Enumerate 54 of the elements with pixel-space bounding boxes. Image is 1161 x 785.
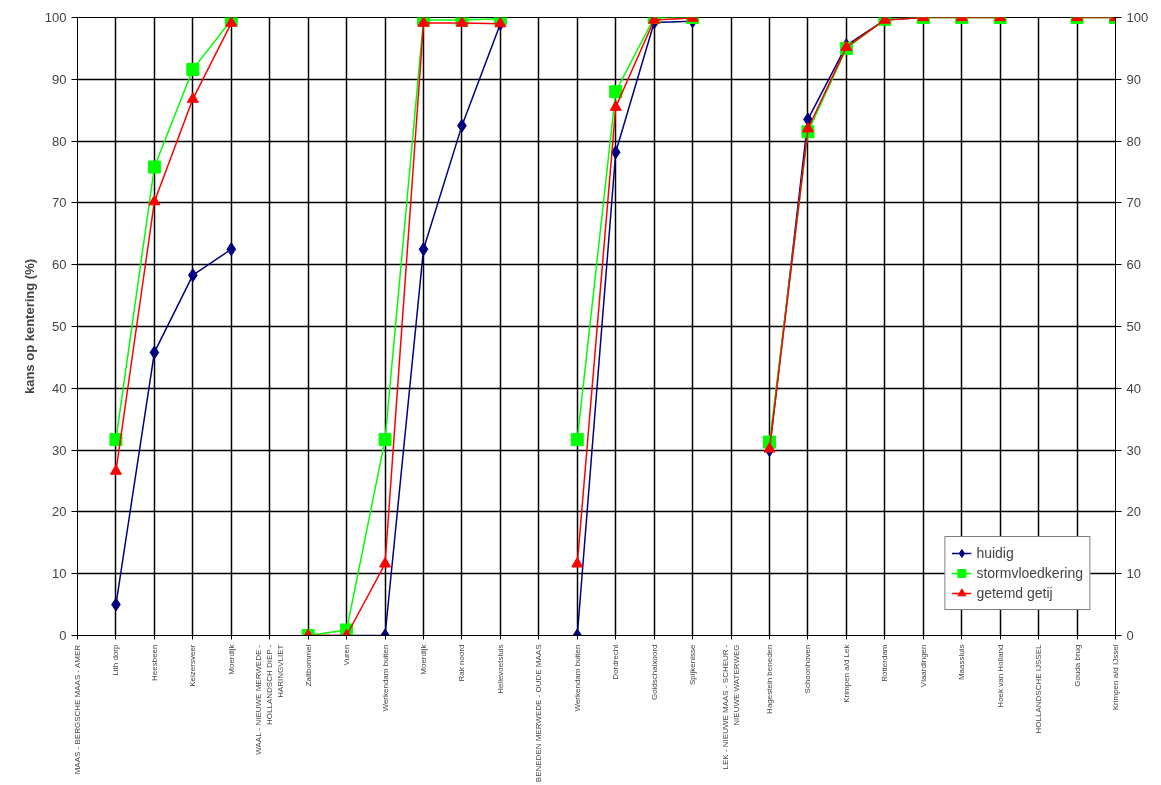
x-tick-label: Rotterdam	[880, 644, 890, 682]
x-tick-label: WAAL - NIEUWE MERWEDE - HOLLANDSCH DIEP - HARINGVLIET	[254, 644, 286, 755]
y2-tick-label: 50	[1126, 319, 1141, 334]
x-tick-label: Zaltbommel	[303, 644, 313, 687]
y-tick-label: 30	[52, 442, 67, 458]
x-tick-label: Spijkenisse	[688, 643, 698, 685]
legend-label: stormvloedkering	[976, 565, 1083, 581]
y-tick-label: 0	[59, 628, 67, 643]
x-tick-label: Moerdijk	[419, 643, 428, 675]
x-tick-label: Krimpen a/d IJssel	[1111, 644, 1120, 711]
legend-label: huidig	[976, 545, 1014, 561]
y2-tick-label: 40	[1126, 380, 1141, 396]
x-tick-label: Hoek van Holland	[995, 644, 1005, 708]
x-tick-label: LEK - NIEUWE MAAS - SCHEUR - NIEUWE WATERWEG	[721, 644, 741, 770]
x-tick-label: Hagestein beneden	[765, 644, 774, 714]
y-tick-label: 60	[52, 257, 67, 273]
x-tick-label: Vlaardingen	[918, 644, 928, 688]
x-tick-label: Vuren	[342, 644, 352, 666]
y2-tick-label: 10	[1126, 566, 1141, 582]
x-tick-label: Dordrecht	[611, 643, 621, 680]
x-tick-label: BENEDEN MERWEDE - OUDE MAAS	[534, 644, 544, 783]
x-tick-label: Goidschalxoord	[649, 644, 659, 701]
y-tick-label: 50	[52, 319, 67, 334]
x-tick-label: Keizersveer	[188, 644, 198, 687]
y-tick-label: 10	[52, 566, 67, 582]
x-tick-label: Heesbeen	[149, 644, 159, 681]
x-tick-label: Maassluis	[957, 644, 967, 681]
y-tick-label: 100	[44, 10, 67, 25]
y-tick-label: 20	[52, 504, 67, 520]
x-tick-label: Werkendam buiten	[572, 644, 582, 712]
y-tick-label: 70	[52, 195, 67, 211]
x-tick-label: Hellevoetsluis	[495, 644, 505, 694]
y2-tick-label: 0	[1126, 628, 1134, 643]
y-tick-label: 90	[52, 71, 67, 87]
y2-tick-label: 80	[1126, 133, 1141, 149]
x-tick-label: Schoonhoven	[803, 644, 813, 694]
y2-tick-label: 90	[1126, 71, 1141, 87]
x-tick-label: Moerdijk	[226, 643, 236, 675]
y-tick-label: 40	[52, 380, 67, 396]
y2-tick-label: 70	[1126, 195, 1141, 211]
x-tick-label: Rak noord	[457, 644, 467, 682]
x-tick-label: Lith dorp	[111, 643, 121, 676]
x-tick-label: Krimpen a/d Lek	[841, 643, 851, 703]
y-axis-title: kans op kentering (%)	[21, 258, 37, 395]
x-tick-label: HOLLANDSCHE IJSSEL	[1034, 643, 1044, 734]
x-tick-label: Werkendam buiten	[380, 644, 390, 712]
legend-label: getemd getij	[976, 585, 1053, 601]
y2-tick-label: 100	[1126, 10, 1149, 25]
y2-tick-label: 60	[1126, 257, 1141, 273]
y2-tick-label: 20	[1126, 504, 1141, 520]
x-tick-label: MAAS - BERGSCHE MAAS - AMER	[73, 644, 82, 775]
y-tick-label: 80	[52, 133, 67, 149]
x-tick-label: Gouda brug	[1072, 644, 1082, 687]
y2-tick-label: 30	[1126, 442, 1141, 458]
